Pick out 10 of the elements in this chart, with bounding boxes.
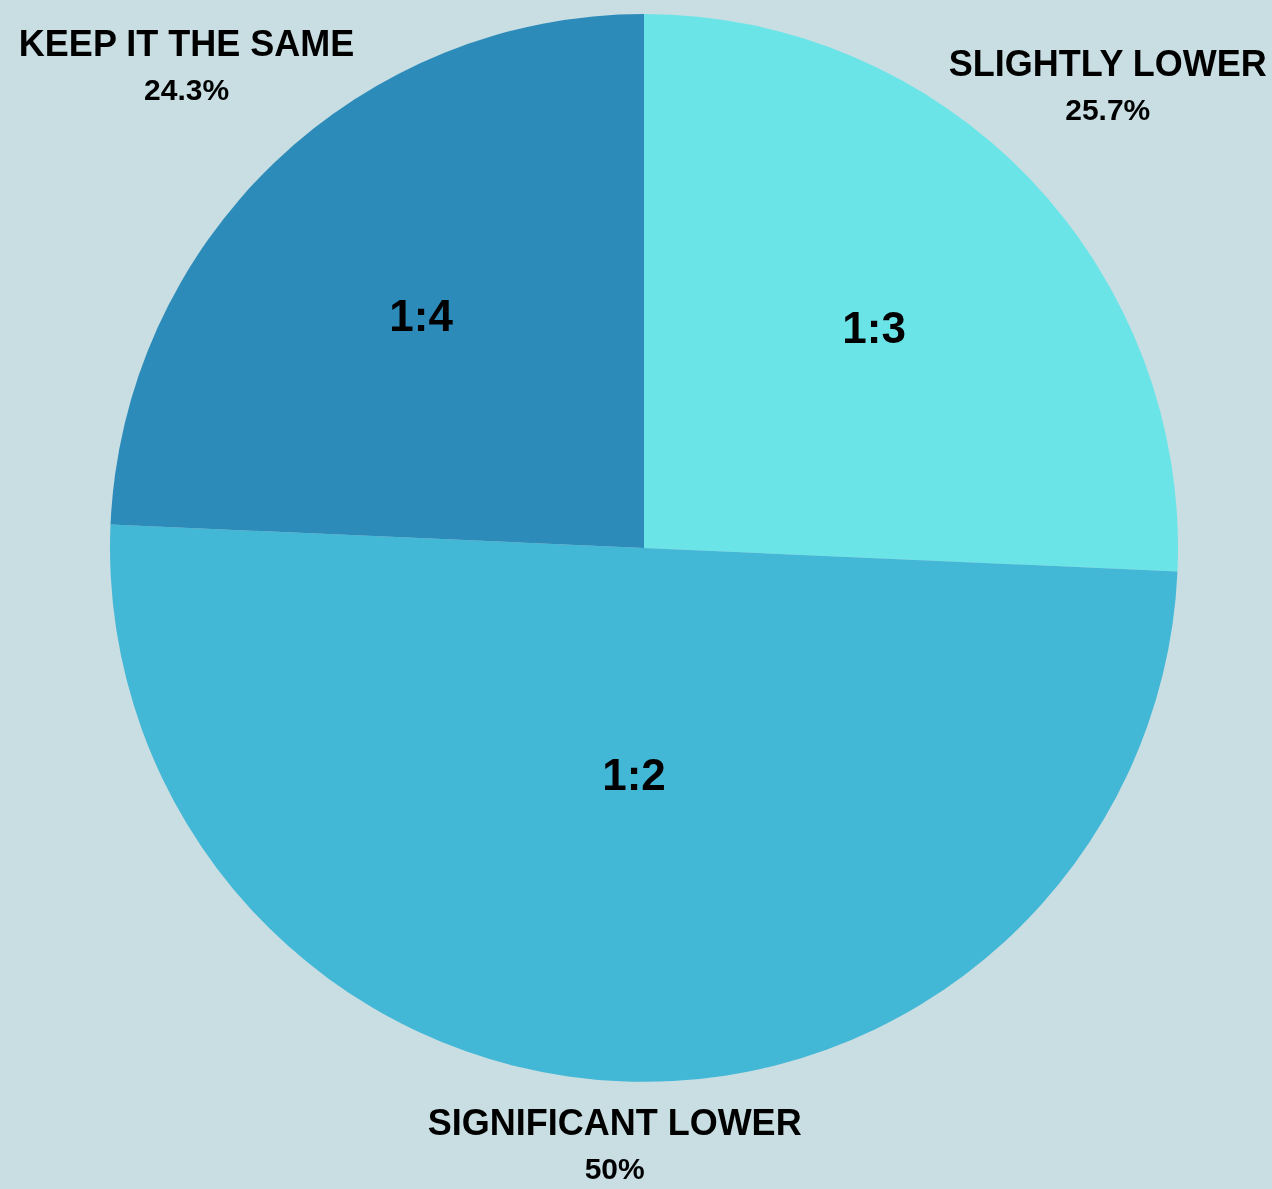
data-label: 24.3% xyxy=(144,72,230,106)
text: 1:4 xyxy=(389,290,454,340)
pie-slice xyxy=(110,524,1178,1082)
slice-label: SLIGHTLY LOWER xyxy=(948,43,1267,85)
data-label: 25.7% xyxy=(1065,93,1151,127)
slice-label: KEEP IT THE SAME xyxy=(18,22,355,64)
data-label: 50% xyxy=(584,1152,645,1185)
text: 1:2 xyxy=(602,749,666,799)
slice-label: SIGNIFICANT LOWER xyxy=(427,1102,802,1143)
text: 1:3 xyxy=(842,303,906,353)
